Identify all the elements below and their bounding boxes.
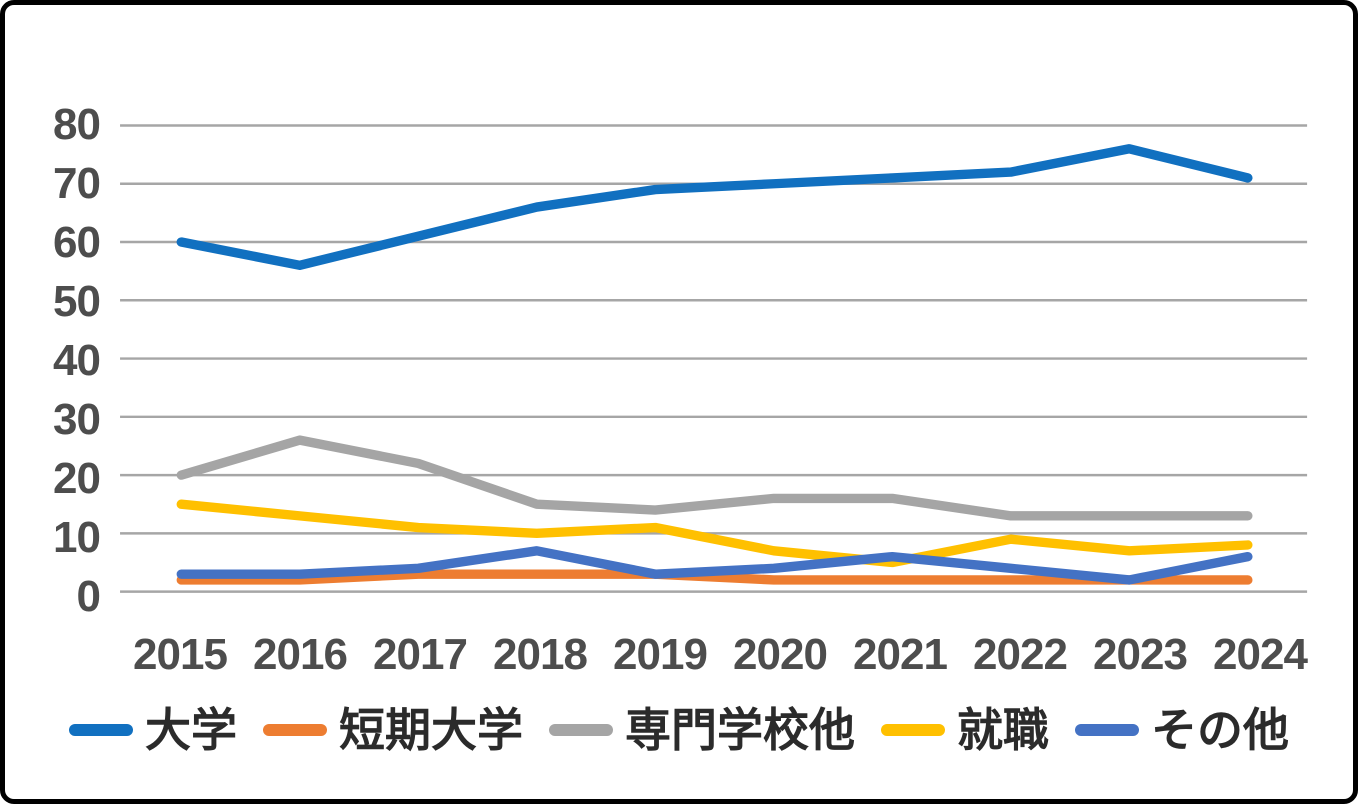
x-axis-tick-label: 2021 <box>853 630 948 679</box>
legend-swatch-icon <box>549 724 613 736</box>
legend-swatch-icon <box>69 724 133 736</box>
x-axis-tick-label: 2015 <box>133 630 228 679</box>
y-axis-tick-label: 40 <box>53 336 101 386</box>
x-axis-tick-label: 2022 <box>973 630 1068 679</box>
x-axis-tick-label: 2018 <box>493 630 588 679</box>
x-axis-tick-label: 2020 <box>733 630 828 679</box>
legend-item-短期大学: 短期大学 <box>263 707 523 753</box>
y-axis-tick-label: 50 <box>53 277 101 327</box>
series-line-短期大学 <box>176 569 1253 585</box>
legend-swatch-icon <box>881 724 945 736</box>
x-axis-tick-label: 2023 <box>1093 630 1188 679</box>
x-axis-tick-label: 2019 <box>613 630 708 679</box>
x-axis-tick-label: 2016 <box>253 630 348 679</box>
y-axis-tick-label: 30 <box>53 395 101 445</box>
legend-swatch-icon <box>1075 724 1139 736</box>
legend-label: 専門学校他 <box>625 704 855 756</box>
legend-item-大学: 大学 <box>69 707 237 753</box>
y-axis-tick-label: 20 <box>53 454 101 504</box>
series-line-専門学校他 <box>176 435 1253 521</box>
plot-area <box>120 124 1308 593</box>
legend-item-就職: 就職 <box>881 707 1049 753</box>
legend-label: 短期大学 <box>339 704 523 756</box>
x-axis-tick-label: 2024 <box>1213 630 1308 679</box>
x-axis-tick-label: 2017 <box>373 630 468 679</box>
legend-label: 大学 <box>145 704 237 756</box>
series-line-大学 <box>176 144 1253 271</box>
legend-label: 就職 <box>957 704 1049 756</box>
y-axis-tick-label: 60 <box>53 218 101 268</box>
legend-swatch-icon <box>263 724 327 736</box>
y-axis-tick-label: 70 <box>53 159 101 209</box>
y-axis-tick-label: 80 <box>53 100 101 150</box>
legend: 大学 短期大学 専門学校他 就職 その他 <box>5 707 1353 753</box>
legend-item-専門学校他: 専門学校他 <box>549 707 855 753</box>
y-axis-tick-label: 10 <box>53 513 101 563</box>
series-line-就職 <box>176 499 1253 568</box>
series-lines <box>176 144 1253 585</box>
gridlines <box>120 124 1308 593</box>
legend-item-その他: その他 <box>1075 707 1289 753</box>
y-axis-tick-label: 0 <box>76 572 101 622</box>
series-line-その他 <box>176 546 1253 585</box>
legend-label: その他 <box>1151 704 1289 756</box>
